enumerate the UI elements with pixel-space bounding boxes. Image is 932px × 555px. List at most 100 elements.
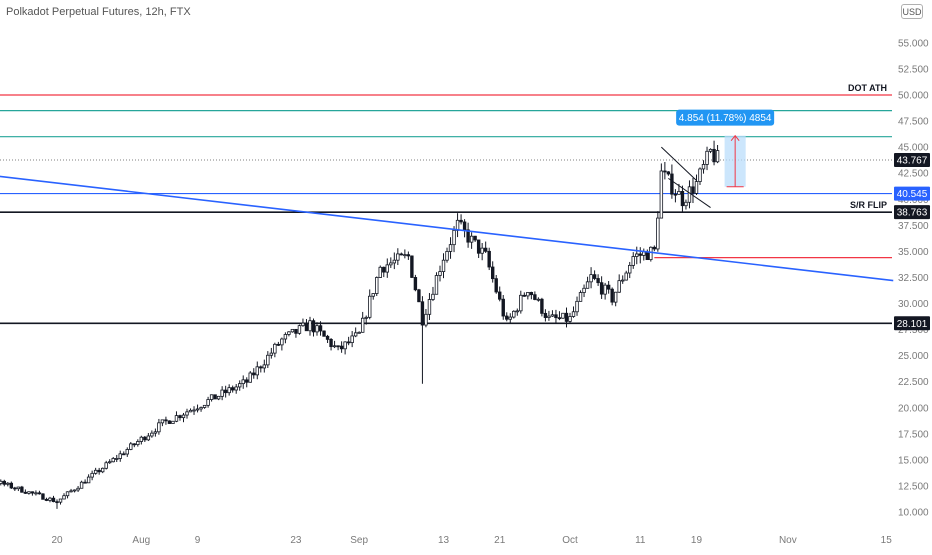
candle-body xyxy=(652,246,657,250)
candle-body xyxy=(473,235,477,241)
candle-body xyxy=(382,266,386,273)
candle-body xyxy=(368,295,372,318)
candle-body xyxy=(90,472,94,478)
candle-body xyxy=(0,480,3,484)
candle-body xyxy=(364,316,368,319)
candle-body xyxy=(118,453,122,459)
candle-body xyxy=(238,383,242,388)
candle-body xyxy=(410,255,414,278)
x-tick-label: Aug xyxy=(132,535,150,546)
candle-body xyxy=(677,191,681,195)
candle-body xyxy=(111,458,115,463)
candle-body xyxy=(617,280,621,293)
candle-body xyxy=(399,253,404,256)
candle-body xyxy=(589,274,593,283)
candle-body xyxy=(554,314,558,319)
candle-body xyxy=(585,281,590,289)
candle-body xyxy=(512,310,516,318)
candle-body xyxy=(673,193,678,196)
y-tick-label: 22.500 xyxy=(898,377,929,388)
candle-body xyxy=(536,298,541,301)
candle-body xyxy=(139,436,144,442)
y-tick-label: 42.500 xyxy=(898,169,929,180)
channel-line xyxy=(661,146,697,181)
candle-body xyxy=(294,328,298,334)
candle-body xyxy=(705,150,709,165)
candle-body xyxy=(441,259,446,272)
candle-body xyxy=(122,453,126,456)
candle-body xyxy=(97,469,101,473)
y-tick-label: 35.000 xyxy=(898,247,929,258)
candle-body xyxy=(715,150,720,163)
x-tick-label: 20 xyxy=(51,535,63,546)
candle-body xyxy=(621,279,625,282)
candle-body xyxy=(157,422,161,433)
candle-body xyxy=(79,481,84,489)
candle-body xyxy=(353,332,358,337)
candle-body xyxy=(459,219,463,223)
candle-body xyxy=(325,335,330,340)
candle-body xyxy=(434,275,439,295)
candle-body xyxy=(164,419,168,422)
candle-body xyxy=(448,244,453,252)
candle-body xyxy=(86,476,91,484)
candle-body xyxy=(287,331,291,335)
candle-body xyxy=(649,246,653,261)
y-tick-label: 32.500 xyxy=(898,273,929,284)
candle-body xyxy=(417,289,421,303)
currency-button[interactable]: USD xyxy=(901,4,923,19)
candle-body xyxy=(385,264,389,273)
candle-body xyxy=(16,486,21,490)
candle-body xyxy=(582,287,586,293)
candle-body xyxy=(431,293,435,300)
candle-body xyxy=(360,317,365,333)
x-tick-label: 13 xyxy=(438,535,450,546)
candle-body xyxy=(596,278,600,284)
candle-body xyxy=(487,250,491,268)
candle-body xyxy=(663,170,667,173)
candle-body xyxy=(62,495,66,500)
candle-body xyxy=(568,316,572,322)
candle-body xyxy=(610,288,614,303)
candle-body xyxy=(396,253,400,261)
candle-body xyxy=(30,491,35,494)
candle-body xyxy=(143,436,147,441)
y-tick-label: 45.000 xyxy=(898,143,929,154)
candle-body xyxy=(336,345,340,348)
candle-body xyxy=(48,497,52,501)
y-tick-label: 55.000 xyxy=(898,38,929,49)
candle-body xyxy=(216,395,221,400)
candle-body xyxy=(680,191,685,207)
candle-body xyxy=(44,498,49,501)
candle-body xyxy=(199,407,203,410)
candle-body xyxy=(259,366,263,369)
candle-body xyxy=(174,415,179,422)
candle-body xyxy=(346,341,351,344)
x-tick-label: 23 xyxy=(290,535,302,546)
level-annotation: S/R FLIP xyxy=(850,200,887,210)
candle-body xyxy=(125,449,129,455)
price-tag-bg xyxy=(894,186,930,201)
candle-body xyxy=(252,372,256,376)
candle-body xyxy=(438,271,442,276)
candle-body xyxy=(526,291,530,297)
candle-body xyxy=(389,262,393,266)
candle-body xyxy=(227,387,231,394)
candle-body xyxy=(557,317,562,320)
candle-body xyxy=(606,284,611,290)
candle-body xyxy=(181,414,186,419)
x-tick-label: 15 xyxy=(881,535,893,546)
chart-title: Polkadot Perpetual Futures, 12h, FTX xyxy=(6,6,191,18)
candle-body xyxy=(666,171,671,175)
price-tag-bg xyxy=(894,316,930,331)
candle-body xyxy=(332,345,337,348)
candle-body xyxy=(65,491,70,497)
candle-body xyxy=(192,409,196,412)
candle-body xyxy=(494,278,498,293)
candle-body xyxy=(283,334,288,340)
candle-body xyxy=(72,489,77,492)
candle-body xyxy=(150,432,154,437)
price-tag-label: 38.763 xyxy=(897,208,928,219)
candle-body xyxy=(357,331,361,334)
